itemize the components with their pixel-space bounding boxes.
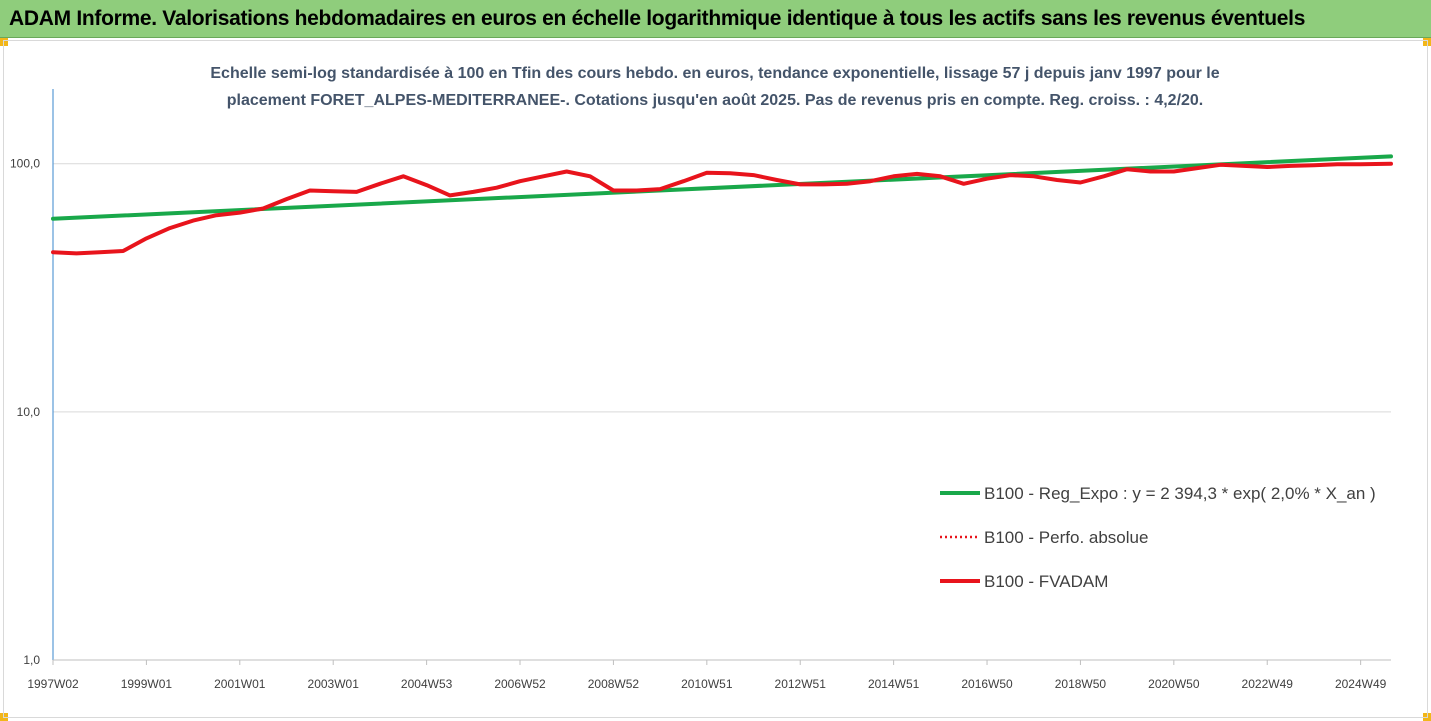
x-tick-label: 2020W50 xyxy=(1148,677,1200,691)
x-tick-label: 2018W50 xyxy=(1055,677,1107,691)
y-tick-label: 1,0 xyxy=(23,653,40,667)
chart-title-line1: Echelle semi-log standardisée à 100 en T… xyxy=(210,65,1220,82)
x-tick-label: 2001W01 xyxy=(214,677,266,691)
y-tick-label: 100,0 xyxy=(10,157,40,171)
x-tick-label: 2004W53 xyxy=(401,677,453,691)
header-banner: ADAM Informe. Valorisations hebdomadaire… xyxy=(0,0,1431,38)
x-tick-label: 2022W49 xyxy=(1242,677,1294,691)
chart-frame xyxy=(3,40,1428,718)
fvadam-series-line xyxy=(51,161,1393,256)
x-tick-label: 2008W52 xyxy=(588,677,640,691)
legend-entry-perfo-absolue: B100 - Perfo. absolue xyxy=(984,528,1148,547)
x-tick-label: 2012W51 xyxy=(775,677,827,691)
y-tick-label: 10,0 xyxy=(17,405,41,419)
chart-title-line2: placement FORET_ALPES-MEDITERRANEE-. Cot… xyxy=(226,92,1204,109)
x-tick-label: 2003W01 xyxy=(308,677,360,691)
banner-title: ADAM Informe. Valorisations hebdomadaire… xyxy=(9,7,1306,30)
x-tick-label: 2024W49 xyxy=(1335,677,1387,691)
corner-marker-top-left xyxy=(0,38,8,46)
legend-entry-regression: B100 - Reg_Expo : y = 2 394,3 * exp( 2,0… xyxy=(984,484,1376,503)
regression-series-line xyxy=(51,154,1393,221)
legend-entry-fvadam: B100 - FVADAM xyxy=(984,572,1108,591)
x-tick-label: 1999W01 xyxy=(121,677,173,691)
x-tick-label: 2014W51 xyxy=(868,677,920,691)
x-tick-label: 1997W02 xyxy=(27,677,79,691)
x-tick-label: 2016W50 xyxy=(961,677,1013,691)
x-tick-label: 2010W51 xyxy=(681,677,733,691)
x-tick-label: 2006W52 xyxy=(494,677,546,691)
